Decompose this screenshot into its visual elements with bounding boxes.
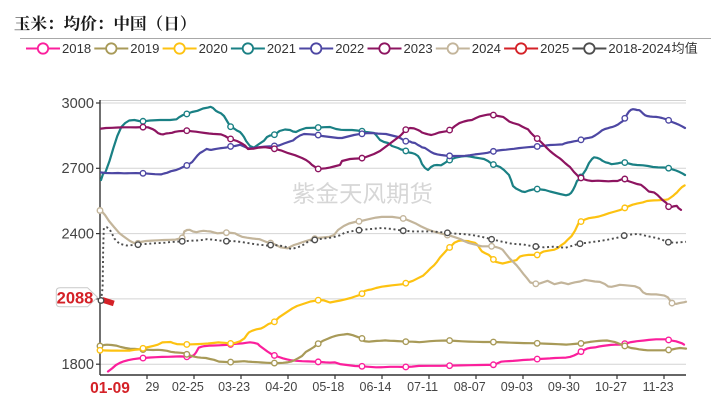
- svg-text:04-20: 04-20: [265, 380, 297, 394]
- svg-text:10-27: 10-27: [595, 380, 627, 394]
- svg-text:2018-2024: 2018-2024: [608, 41, 671, 56]
- svg-text:01-09: 01-09: [90, 380, 130, 397]
- svg-text:09-30: 09-30: [548, 380, 580, 394]
- svg-text:2021: 2021: [267, 41, 296, 56]
- svg-text:2022: 2022: [335, 41, 364, 56]
- svg-text:1800: 1800: [62, 357, 94, 373]
- svg-text:2025: 2025: [540, 41, 569, 56]
- svg-text:2018: 2018: [62, 41, 91, 56]
- svg-text:2088: 2088: [57, 289, 94, 307]
- svg-text:03-23: 03-23: [218, 380, 250, 394]
- svg-text:3000: 3000: [62, 96, 94, 112]
- svg-text:05-18: 05-18: [312, 380, 344, 394]
- svg-text:2400: 2400: [62, 226, 94, 242]
- svg-text:08-07: 08-07: [454, 380, 486, 394]
- svg-text:29: 29: [145, 380, 159, 394]
- svg-text:2023: 2023: [404, 41, 433, 56]
- svg-text:2024: 2024: [472, 41, 501, 56]
- svg-text:09-03: 09-03: [501, 380, 533, 394]
- svg-text:07-11: 07-11: [407, 380, 438, 394]
- svg-text:06-14: 06-14: [360, 380, 392, 394]
- svg-text:2700: 2700: [62, 161, 94, 177]
- svg-text:11-23: 11-23: [643, 380, 674, 394]
- svg-text:2019: 2019: [130, 41, 159, 56]
- svg-text:2020: 2020: [199, 41, 228, 56]
- svg-text:02-25: 02-25: [172, 380, 204, 394]
